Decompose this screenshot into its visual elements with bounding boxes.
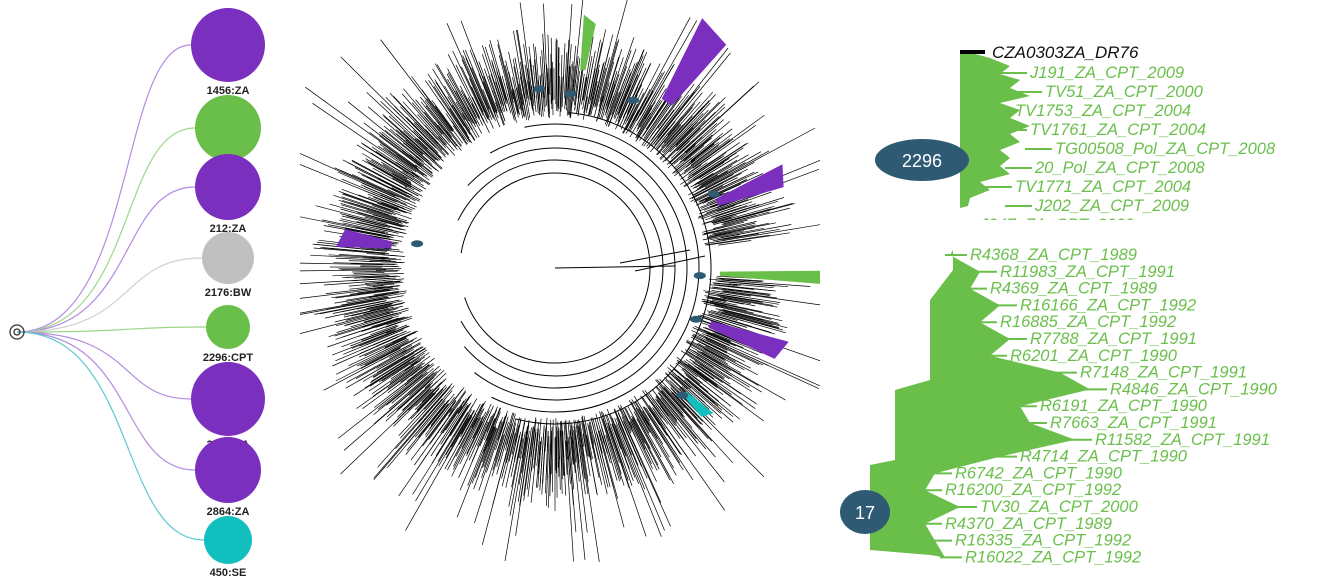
subtree-17-tip-label: R16200_ZA_CPT_1992	[945, 481, 1121, 499]
subtree-2296-tip-label: J191_ZA_CPT_2009	[1029, 64, 1184, 82]
cluster-badge-17-label: 17	[855, 503, 875, 523]
tree-cluster-badge[interactable]	[676, 392, 688, 399]
subtree-17-tip-label: R7788_ZA_CPT_1991	[1030, 330, 1197, 348]
subtree-17-tip-label: R4370_ZA_CPT_1989	[945, 515, 1112, 533]
cluster-badge-2296: 2296	[875, 139, 969, 181]
subtree-17-tip-label: R16022_ZA_CPT_1992	[965, 548, 1141, 566]
cluster-link-17-cpt	[17, 128, 195, 332]
cluster-node-1456-za[interactable]	[191, 8, 265, 82]
subtree-17-tip-label: R16885_ZA_CPT_1992	[1000, 313, 1176, 331]
tree-cluster-badge[interactable]	[690, 316, 702, 323]
subtree-2296-tip-label: TG00508_Pol_ZA_CPT_2008	[1055, 140, 1276, 158]
subtree-2296-tip-label: J247_ZA_CPT_2009	[979, 216, 1134, 220]
subtree-17-tip-label: R6742_ZA_CPT_1990	[955, 464, 1123, 482]
tree-cluster-badge[interactable]	[627, 97, 639, 104]
subtree-17-tip-label: R16335_ZA_CPT_1992	[955, 532, 1131, 550]
cluster-node-2610-za[interactable]	[191, 362, 265, 436]
cluster-nodes: 1456:ZA17:CPT212:ZA2176:BW2296:CPT2610:Z…	[191, 8, 265, 577]
subtree-2296-tip-label: TV1761_ZA_CPT_2004	[1030, 121, 1206, 139]
cluster-node-212-za[interactable]	[195, 154, 261, 220]
circular-phylogeny	[300, 0, 820, 577]
subtree-17-tip-label: R4846_ZA_CPT_1990	[1110, 380, 1278, 398]
subtree-17-tip-label: R7663_ZA_CPT_1991	[1050, 414, 1217, 432]
subtree-17-tip-label: R6191_ZA_CPT_1990	[1040, 397, 1208, 415]
cluster-badge-2296-label: 2296	[902, 151, 942, 171]
cluster-node-label: 450:SE	[210, 567, 247, 577]
tree-cluster-badge[interactable]	[411, 240, 423, 247]
subtree-17-tip-label: R4368_ZA_CPT_1989	[970, 246, 1137, 264]
cluster-node-2176-bw[interactable]	[202, 232, 254, 284]
cluster-link-2176-bw	[17, 258, 202, 332]
cluster-link-2864-za	[17, 332, 195, 470]
tree-cluster-badge[interactable]	[708, 191, 720, 198]
subtree-17-tip-label: R4369_ZA_CPT_1989	[990, 280, 1157, 298]
cluster-node-2864-za[interactable]	[195, 437, 261, 503]
outgroup-label: CZA0303ZA_DR76	[992, 43, 1139, 62]
subtree-17-tip-label: TV30_ZA_CPT_2000	[980, 498, 1139, 516]
tree-outer-branches	[300, 0, 820, 562]
tree-cluster-badge[interactable]	[694, 272, 706, 279]
cluster-node-450-se[interactable]	[204, 516, 252, 564]
subtree-17-tip-label: R6201_ZA_CPT_1990	[1010, 347, 1178, 365]
cluster-bubble-svg: 1456:ZA17:CPT212:ZA2176:BW2296:CPT2610:Z…	[0, 0, 300, 577]
subtree-2296-tip-label: 20_Pol_ZA_CPT_2008	[1034, 159, 1206, 177]
cluster-link-2610-za	[17, 332, 191, 399]
subtree-17-tip-label: R11983_ZA_CPT_1991	[1000, 263, 1175, 281]
subtree-2296-tip-label: TV1771_ZA_CPT_2004	[1015, 178, 1191, 196]
subtree-17-tip-label: R16166_ZA_CPT_1992	[1020, 296, 1196, 314]
cluster-node-17-cpt[interactable]	[195, 95, 261, 161]
cluster-link-212-za	[17, 187, 195, 332]
cluster-link-450-se	[17, 332, 204, 540]
circular-phylogeny-panel	[300, 0, 820, 577]
cluster-badge-17: 17	[840, 490, 890, 534]
subtree-17: R4368_ZA_CPT_1989R11983_ZA_CPT_1991R4369…	[835, 240, 1318, 577]
cluster-node-label: 2176:BW	[205, 287, 252, 299]
cluster-node-2296-cpt[interactable]	[206, 305, 250, 349]
subtree-17-tip-label: R4714_ZA_CPT_1990	[1020, 448, 1188, 466]
cluster-links	[17, 45, 206, 540]
cluster-bubble-panel: 1456:ZA17:CPT212:ZA2176:BW2296:CPT2610:Z…	[0, 0, 300, 577]
subtree-17-tip-label: R7148_ZA_CPT_1991	[1080, 364, 1247, 382]
tree-cluster-badge[interactable]	[533, 85, 545, 92]
subtree-2296: CZA0303ZA_DR76 J191_ZA_CPT_2009TV51_ZA_C…	[860, 0, 1318, 220]
subtree-2296-tip-label: TV1753_ZA_CPT_2004	[1015, 102, 1191, 120]
subtree-2296-tip-label: TV51_ZA_CPT_2000	[1045, 83, 1204, 101]
tree-cluster-badge[interactable]	[564, 90, 576, 97]
subtree-17-tip-label: R11582_ZA_CPT_1991	[1095, 431, 1270, 449]
subtree-2296-tip-label: J202_ZA_CPT_2009	[1034, 197, 1189, 215]
